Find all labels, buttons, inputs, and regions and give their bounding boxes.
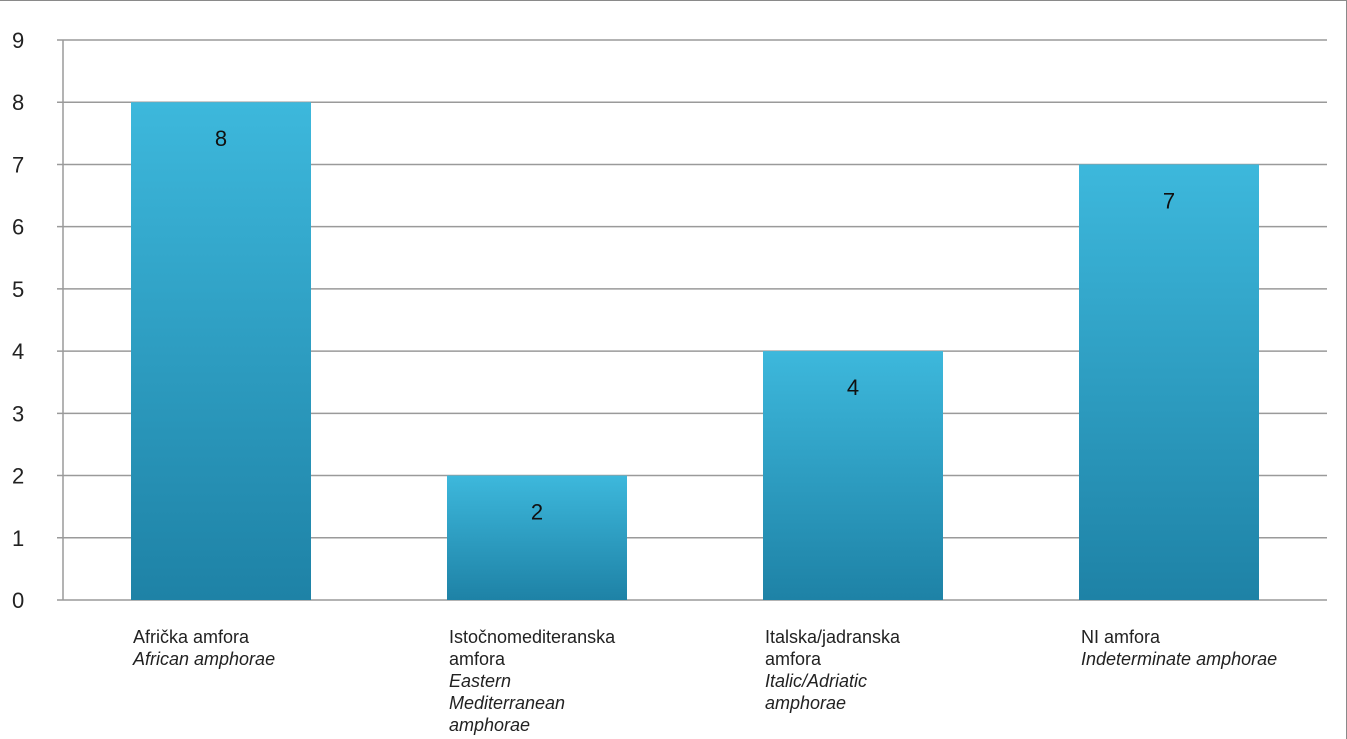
data-labels: 8 2 4 7 <box>215 126 1175 524</box>
bars <box>131 102 1259 600</box>
category-translation: African amphorae <box>133 649 276 669</box>
data-label: 7 <box>1163 188 1175 213</box>
bar-4 <box>1079 164 1259 600</box>
bar-3 <box>763 351 943 600</box>
y-tick-label: 6 <box>12 215 24 240</box>
category-name: Istočnomediteranska amfora <box>449 627 616 669</box>
category-translation: Eastern Mediterranean amphorae <box>449 671 566 735</box>
y-tick-label: 3 <box>12 401 24 426</box>
category-name: Afrička amfora <box>133 627 250 647</box>
category-label: NI amfora Indeterminate amphorae <box>1081 626 1321 670</box>
category-name: NI amfora <box>1081 627 1161 647</box>
y-tick-label: 7 <box>12 152 24 177</box>
bar-1 <box>131 102 311 600</box>
bar-2 <box>447 475 627 600</box>
y-tick-label: 0 <box>12 588 24 613</box>
y-tick-label: 4 <box>12 339 24 364</box>
y-axis: 0 1 2 3 4 5 6 7 8 9 <box>12 28 64 613</box>
category-label: Italska/jadranska amfora Italic/Adriatic … <box>765 626 935 714</box>
category-translation: Italic/Adriatic amphorae <box>765 671 868 713</box>
y-tick-label: 9 <box>12 28 24 53</box>
category-label: Istočnomediteranska amfora Eastern Medite… <box>449 626 624 736</box>
y-tick-label: 2 <box>12 464 24 489</box>
category-label: Afrička amfora African amphorae <box>133 626 333 670</box>
category-name: Italska/jadranska amfora <box>765 627 901 669</box>
y-tick-label: 1 <box>12 526 24 551</box>
data-label: 2 <box>531 500 543 525</box>
data-label: 4 <box>847 375 859 400</box>
y-tick-label: 5 <box>12 277 24 302</box>
data-label: 8 <box>215 126 227 151</box>
category-translation: Indeterminate amphorae <box>1081 649 1278 669</box>
y-tick-label: 8 <box>12 90 24 115</box>
